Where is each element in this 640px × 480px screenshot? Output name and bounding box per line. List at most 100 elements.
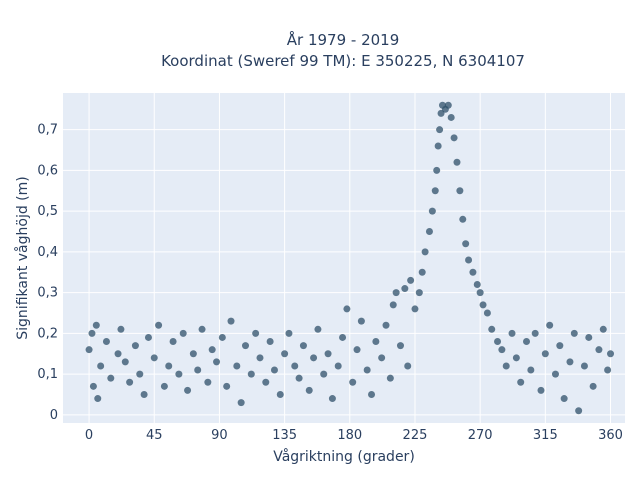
data-point (473, 280, 481, 288)
data-point (252, 329, 260, 337)
data-point (88, 329, 96, 337)
data-point (85, 346, 93, 354)
data-point (223, 382, 231, 390)
x-tick-label: 315 (533, 428, 558, 443)
x-axis-title: Vågriktning (grader) (273, 448, 415, 465)
data-point (599, 325, 607, 333)
data-point (94, 395, 102, 403)
data-point (556, 342, 564, 350)
data-point (456, 187, 464, 195)
data-point (523, 338, 531, 346)
data-point (189, 350, 197, 358)
data-point (299, 342, 307, 350)
data-point (476, 289, 484, 297)
data-point (320, 370, 328, 378)
x-tick-label: 180 (337, 428, 362, 443)
data-point (595, 346, 603, 354)
data-point (421, 248, 429, 256)
data-point (411, 305, 419, 313)
data-point (502, 362, 510, 370)
x-tick-label: 360 (598, 428, 623, 443)
data-point (227, 317, 235, 325)
data-point (546, 321, 554, 329)
y-tick-label: 0,4 (37, 245, 58, 260)
data-point (494, 338, 502, 346)
data-point (310, 354, 318, 362)
data-point (270, 366, 278, 374)
data-point (433, 166, 441, 174)
data-point (349, 378, 357, 386)
data-point (117, 325, 125, 333)
data-point (218, 333, 226, 341)
data-point (483, 309, 491, 317)
x-tick-label: 45 (146, 428, 163, 443)
data-point (396, 342, 404, 350)
data-point (179, 329, 187, 337)
data-point (541, 350, 549, 358)
data-point (334, 362, 342, 370)
data-point (353, 346, 361, 354)
data-point (213, 358, 221, 366)
data-point (551, 370, 559, 378)
x-tick-label: 0 (85, 428, 93, 443)
data-point (580, 362, 588, 370)
data-point (314, 325, 322, 333)
data-point (386, 374, 394, 382)
y-tick-labels: 0 0,1 0,2 0,3 0,4 0,5 0,6 0,7 (37, 123, 58, 423)
data-point (285, 329, 293, 337)
data-point (604, 366, 612, 374)
data-point (465, 256, 473, 264)
data-point (607, 350, 615, 358)
data-point (198, 325, 206, 333)
data-point (434, 142, 442, 150)
data-point (266, 338, 274, 346)
data-point (339, 333, 347, 341)
data-point (428, 207, 436, 215)
x-tick-label: 90 (211, 428, 228, 443)
data-point (392, 289, 400, 297)
data-point (453, 158, 461, 166)
data-point (150, 354, 158, 362)
data-point (462, 240, 470, 248)
data-point (537, 386, 545, 394)
data-point (114, 350, 122, 358)
x-tick-label: 270 (468, 428, 493, 443)
data-point (126, 378, 134, 386)
data-point (389, 301, 397, 309)
data-point (276, 390, 284, 398)
y-tick-label: 0,7 (37, 123, 58, 138)
data-point (165, 362, 173, 370)
data-point (194, 366, 202, 374)
data-point (140, 390, 148, 398)
data-point (436, 126, 444, 134)
data-point (102, 338, 110, 346)
y-tick-label: 0,2 (37, 326, 58, 341)
data-point (469, 268, 477, 276)
data-point (378, 354, 386, 362)
data-point (160, 382, 168, 390)
chart-title: År 1979 - 2019 (287, 30, 400, 49)
data-point (508, 329, 516, 337)
data-point (418, 268, 426, 276)
data-point (517, 378, 525, 386)
data-point (89, 382, 97, 390)
x-tick-labels: 0 45 90 135 180 225 270 315 360 (85, 428, 623, 443)
data-point (131, 342, 139, 350)
y-tick-label: 0,6 (37, 163, 58, 178)
data-point (512, 354, 520, 362)
data-point (295, 374, 303, 382)
data-point (575, 407, 583, 415)
data-point (401, 285, 409, 293)
data-point (488, 325, 496, 333)
data-point (585, 333, 593, 341)
grid-lines (63, 93, 625, 423)
y-tick-label: 0 (50, 408, 58, 423)
data-point (450, 134, 458, 142)
x-tick-label: 135 (272, 428, 297, 443)
data-point (459, 215, 467, 223)
data-point (233, 362, 241, 370)
y-tick-label: 0,3 (37, 286, 58, 301)
data-point (498, 346, 506, 354)
data-point (368, 390, 376, 398)
data-point (92, 321, 100, 329)
